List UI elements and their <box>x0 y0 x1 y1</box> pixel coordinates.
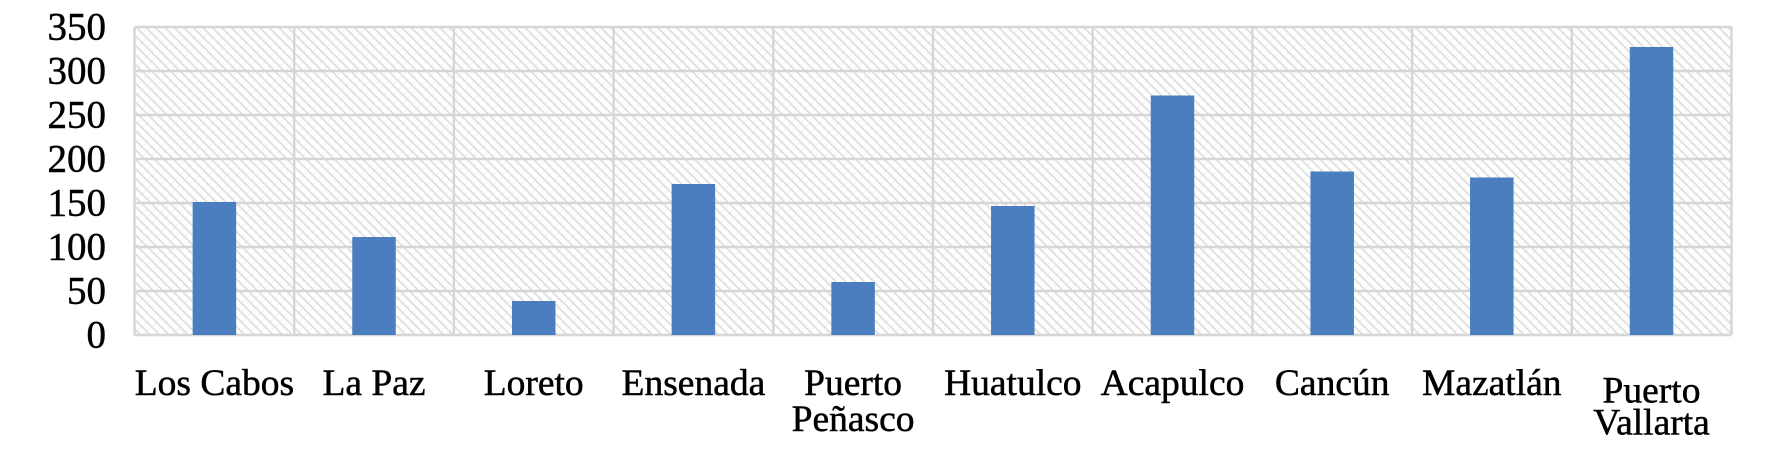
svg-text:Acapulco: Acapulco <box>1101 363 1245 404</box>
svg-text:350: 350 <box>48 6 107 49</box>
svg-text:150: 150 <box>48 182 107 225</box>
svg-text:Peñasco: Peñasco <box>792 399 915 440</box>
svg-text:Huatulco: Huatulco <box>944 363 1081 404</box>
svg-text:300: 300 <box>48 50 107 93</box>
svg-text:100: 100 <box>48 226 107 269</box>
svg-text:Puerto: Puerto <box>1603 371 1701 412</box>
svg-text:Vallarta: Vallarta <box>1593 403 1710 444</box>
svg-text:Cancún: Cancún <box>1275 363 1390 404</box>
svg-text:250: 250 <box>48 94 107 137</box>
svg-text:Mazatlán: Mazatlán <box>1422 363 1562 404</box>
svg-text:200: 200 <box>48 138 107 181</box>
svg-text:0: 0 <box>87 314 107 357</box>
svg-text:Ensenada: Ensenada <box>622 363 766 404</box>
svg-text:Loreto: Loreto <box>484 363 584 404</box>
svg-text:Puerto: Puerto <box>804 363 902 404</box>
svg-text:50: 50 <box>67 270 106 313</box>
svg-text:Los Cabos: Los Cabos <box>135 363 294 404</box>
svg-text:La Paz: La Paz <box>322 363 425 404</box>
